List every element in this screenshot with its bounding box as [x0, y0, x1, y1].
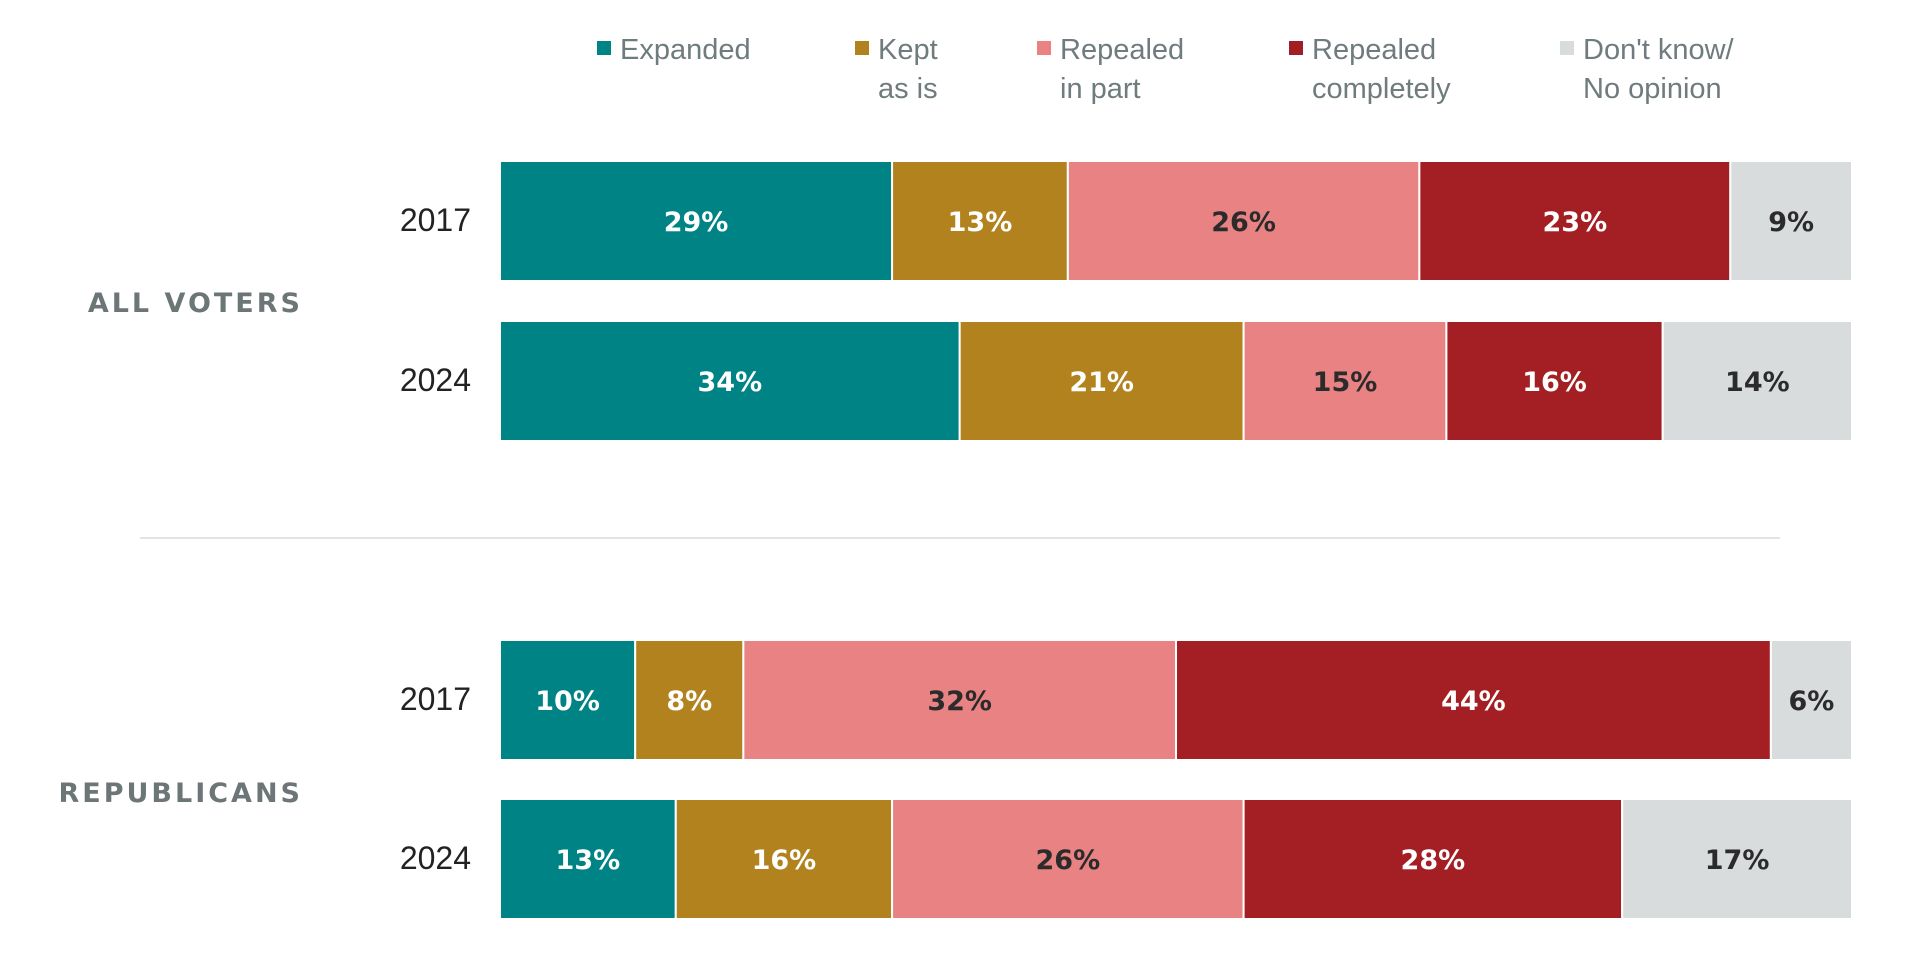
data-label: 26% [1211, 207, 1276, 238]
bar-segment [891, 798, 1245, 920]
data-label: 16% [1522, 367, 1587, 398]
legend-label: completely [1312, 73, 1451, 105]
legend-item: Repealed in part [1037, 34, 1184, 105]
bar-segment [499, 320, 961, 442]
bar-segment [1066, 160, 1421, 282]
bars: 29% 13% 26% 23% 9% 34% 21% 15% 16% 14% 10% 8% 32% 44%… [499, 160, 1854, 920]
data-label: 13% [556, 845, 621, 876]
legend-label: No opinion [1583, 73, 1722, 105]
legend-label: Don't know/ [1583, 34, 1735, 66]
data-label: 23% [1543, 207, 1608, 238]
data-label: 6% [1789, 686, 1835, 717]
data-label: 21% [1069, 367, 1134, 398]
bar-segment [958, 320, 1245, 442]
data-label: 16% [752, 845, 817, 876]
legend-label: in part [1060, 73, 1141, 105]
bar-segment [499, 639, 637, 761]
chart-groups: ALL VOTERS 2017 2024 REPUBLICANS 2017 2024 [58, 202, 471, 876]
bar-segment [1661, 320, 1853, 442]
data-label: 14% [1725, 367, 1790, 398]
year-label: 2017 [400, 681, 471, 717]
data-label: 34% [698, 367, 763, 398]
year-label: 2017 [400, 202, 471, 238]
bar-segment [1729, 160, 1853, 282]
bar-segment [1769, 639, 1854, 761]
legend-label: Repealed [1060, 34, 1184, 66]
legend-label: Expanded [620, 34, 751, 66]
data-label: 28% [1401, 845, 1466, 876]
legend-label: Kept [878, 34, 938, 66]
bar-segment [1621, 798, 1854, 920]
data-label: 32% [927, 686, 992, 717]
group-label: REPUBLICANS [58, 778, 303, 809]
bar-segment [891, 160, 1069, 282]
legend-item: Repealed completely [1289, 34, 1451, 105]
data-label: 29% [664, 207, 729, 238]
legend-swatch [597, 41, 611, 55]
data-label: 10% [535, 686, 600, 717]
legend-item: Don't know/No opinion [1560, 34, 1735, 105]
bar-segment [1418, 160, 1732, 282]
legend-item: Kept as is [855, 34, 938, 105]
legend-item: Expanded [597, 34, 751, 66]
legend-swatch [1037, 41, 1051, 55]
data-label: 44% [1441, 686, 1506, 717]
legend-swatch [1560, 41, 1574, 55]
data-label: 9% [1768, 207, 1814, 238]
bar-segment [1242, 320, 1448, 442]
legend-label: Repealed [1312, 34, 1436, 66]
legend-label: as is [878, 73, 938, 105]
legend-swatch [1289, 41, 1303, 55]
data-label: 13% [948, 207, 1013, 238]
bar-segment [499, 160, 894, 282]
year-label: 2024 [400, 362, 471, 398]
bar-segment [1445, 320, 1664, 442]
legend-swatch [855, 41, 869, 55]
data-label: 15% [1313, 367, 1378, 398]
bar-segment [1175, 639, 1772, 761]
group-label: ALL VOTERS [88, 288, 303, 319]
data-label: 17% [1705, 845, 1770, 876]
data-label: 26% [1036, 845, 1101, 876]
year-label: 2024 [400, 840, 471, 876]
data-label: 8% [666, 686, 712, 717]
